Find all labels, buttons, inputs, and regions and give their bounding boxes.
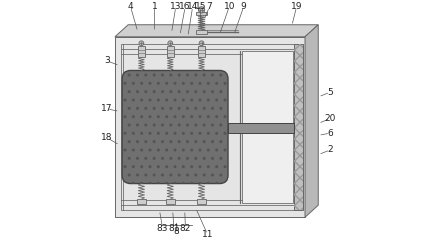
Bar: [137, 199, 146, 204]
Text: 82: 82: [180, 224, 191, 233]
Text: 8: 8: [173, 227, 179, 236]
Text: 6: 6: [327, 129, 333, 137]
Bar: [196, 12, 207, 15]
Circle shape: [168, 41, 173, 46]
Bar: [121, 44, 299, 210]
Text: 3: 3: [104, 56, 110, 65]
Text: 15: 15: [195, 2, 206, 11]
Bar: [115, 37, 305, 217]
Bar: [196, 30, 207, 34]
Text: 18: 18: [101, 133, 113, 142]
Text: 7: 7: [206, 2, 212, 11]
Text: 5: 5: [327, 88, 333, 97]
Text: 9: 9: [241, 2, 246, 11]
Text: 4: 4: [128, 2, 133, 11]
Bar: [197, 199, 206, 204]
Text: 1: 1: [152, 2, 158, 11]
Text: 81: 81: [168, 224, 180, 233]
Text: 16: 16: [179, 2, 191, 11]
Circle shape: [199, 41, 204, 46]
FancyBboxPatch shape: [122, 70, 228, 184]
Polygon shape: [115, 25, 318, 37]
Text: 83: 83: [157, 224, 168, 233]
Polygon shape: [305, 25, 318, 217]
Bar: [138, 46, 145, 57]
Bar: [294, 44, 303, 210]
Text: 19: 19: [291, 2, 302, 11]
Text: 20: 20: [325, 114, 336, 123]
Text: 13: 13: [170, 2, 182, 11]
Bar: [166, 199, 174, 204]
Bar: [166, 46, 174, 57]
Circle shape: [198, 7, 205, 13]
Text: 2: 2: [328, 145, 333, 154]
Text: 17: 17: [101, 105, 113, 113]
Text: 10: 10: [223, 2, 235, 11]
Bar: [198, 46, 205, 57]
Bar: [294, 44, 303, 210]
Text: 11: 11: [202, 230, 213, 239]
Text: 14: 14: [187, 2, 198, 11]
Bar: [228, 123, 294, 133]
Bar: [242, 51, 293, 203]
Circle shape: [139, 41, 144, 46]
